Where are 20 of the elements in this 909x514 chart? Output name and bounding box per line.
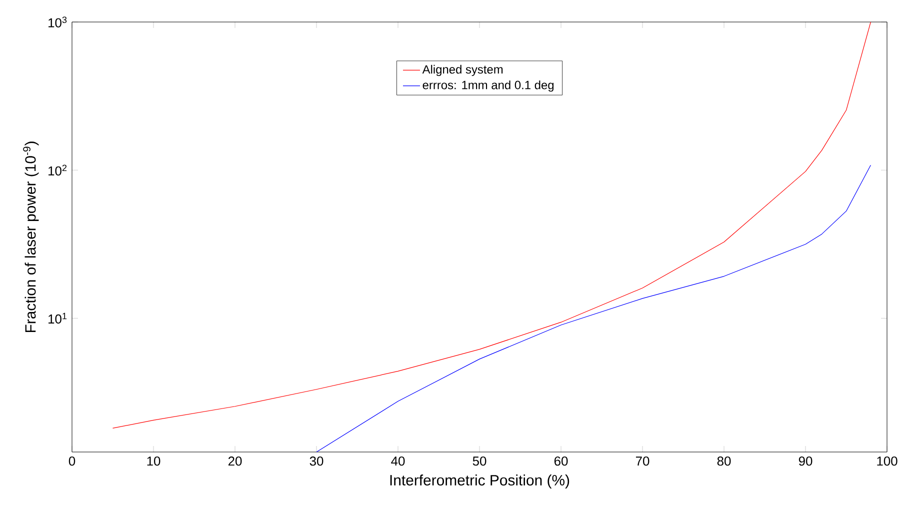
- x-tick-label: 90: [798, 456, 812, 466]
- x-tick-label: 50: [472, 456, 486, 466]
- x-tick-label: 60: [554, 456, 568, 466]
- line-series: [112, 22, 872, 428]
- x-tick-label: 100: [877, 456, 898, 466]
- x-tick-label: 10: [147, 456, 160, 466]
- y-tick-label: 10$^{1}$: [48, 312, 67, 324]
- legend-label: Aligned system: [422, 64, 503, 76]
- legend-label: errros: 1mm and 0.1 deg: [422, 80, 554, 92]
- x-tick-label: 80: [717, 456, 731, 466]
- y-tick-label: 10$^{2}$: [48, 164, 67, 176]
- y-tick-label: 10$^{3}$: [48, 16, 67, 28]
- x-tick-label: 20: [228, 456, 242, 466]
- x-tick-label: 40: [391, 456, 405, 466]
- x-tick-label: 0: [68, 456, 76, 466]
- y-axis-title: Fraction of laser power (10$^{-9}$): [23, 142, 39, 332]
- line-series: [316, 164, 872, 452]
- x-tick-label: 70: [636, 456, 650, 466]
- x-tick-label: 30: [310, 456, 324, 466]
- x-axis-title: Interferometric Position (%): [390, 474, 570, 488]
